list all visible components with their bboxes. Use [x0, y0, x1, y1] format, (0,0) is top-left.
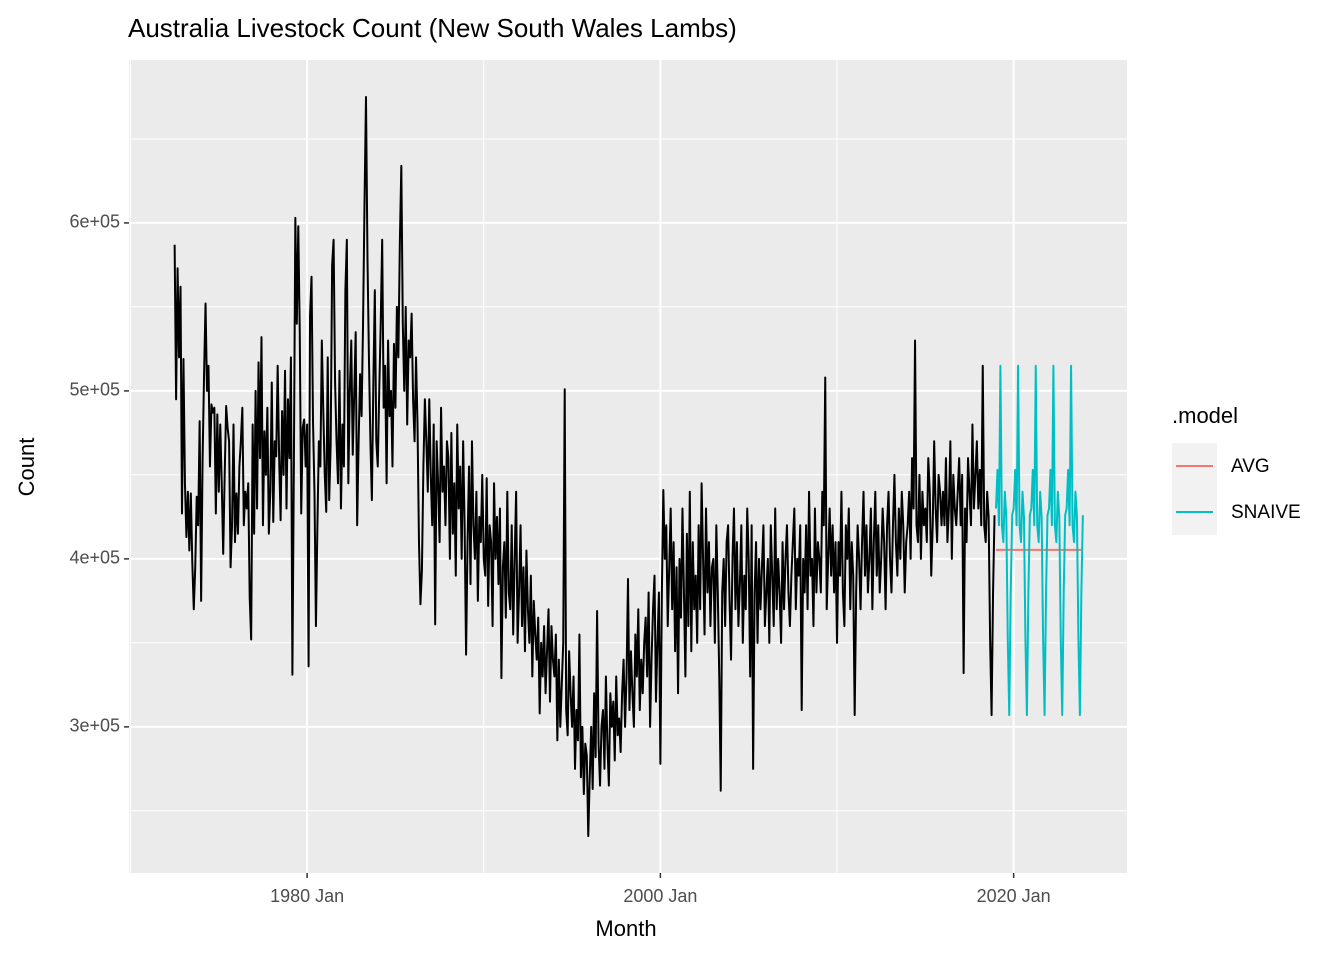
legend-label: AVG — [1231, 456, 1270, 477]
y-tick-label: 5e+05 — [69, 380, 120, 400]
legend-label: SNAIVE — [1231, 502, 1301, 523]
series-line — [173, 95, 996, 838]
x-tick-label: 1980 Jan — [270, 886, 344, 906]
y-tick-label: 6e+05 — [69, 212, 120, 232]
chart-title: Australia Livestock Count (New South Wal… — [128, 13, 737, 43]
y-tick-label: 4e+05 — [69, 548, 120, 568]
y-axis-title: Count — [14, 438, 39, 497]
series-line — [994, 364, 1084, 717]
x-tick-label: 2000 Jan — [623, 886, 697, 906]
legend-title: .model — [1172, 403, 1238, 428]
panel — [129, 60, 1127, 873]
x-axis-title: Month — [595, 916, 656, 941]
x-tick-label: 2020 Jan — [977, 886, 1051, 906]
y-tick-label: 3e+05 — [69, 716, 120, 736]
